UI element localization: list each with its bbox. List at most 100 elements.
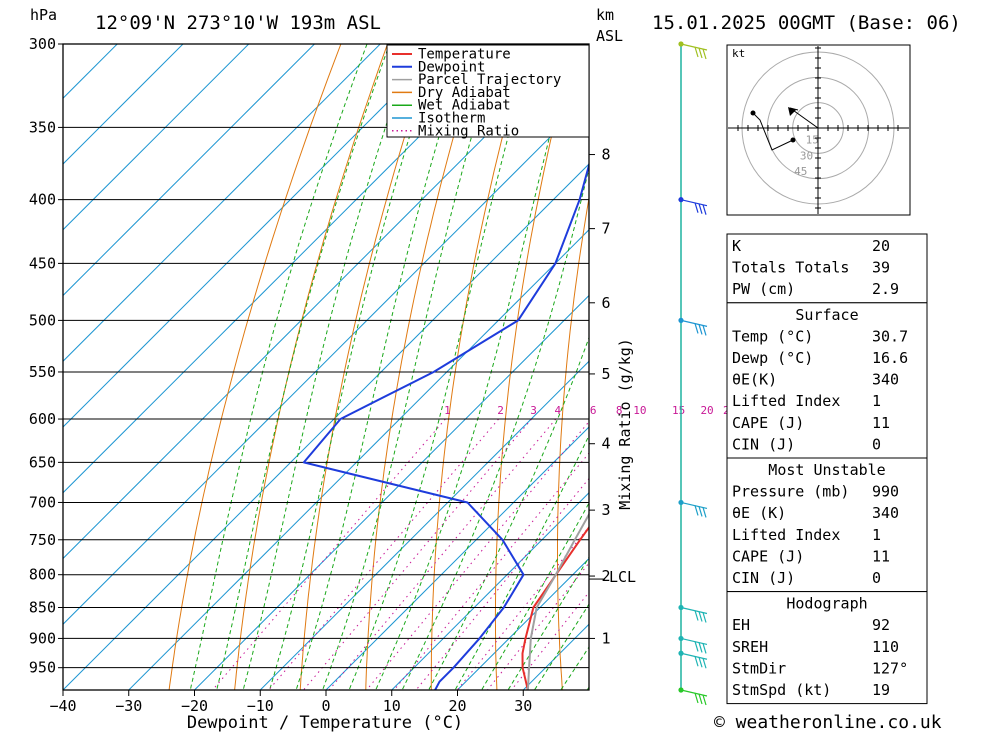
table-row-label: StmSpd (kt)	[732, 681, 831, 699]
wind-barb	[680, 319, 708, 336]
legend-label: Mixing Ratio	[418, 123, 519, 139]
hodograph-storm-marker	[788, 107, 796, 116]
hodograph-ring-label: 15	[806, 134, 819, 147]
wind-barb-flag	[702, 694, 707, 706]
table-row-label: EH	[732, 616, 750, 634]
mixing-ratio-label: 6	[590, 404, 597, 417]
pressure-tick-label: 750	[29, 531, 56, 549]
pressure-tick-label: 600	[29, 410, 56, 428]
hodograph-point	[790, 137, 796, 143]
wet-adiabat-line	[295, 44, 468, 690]
wind-barb	[680, 43, 708, 60]
wind-barb-flag	[702, 643, 707, 654]
height-tick-label: 1	[601, 629, 610, 647]
pressure-tick-label: 850	[29, 599, 56, 617]
mixing-ratio-line	[328, 418, 557, 690]
table-row-value: 340	[872, 371, 899, 389]
isotherm-line	[194, 294, 589, 690]
x-axis-label: Dewpoint / Temperature (°C)	[187, 713, 463, 733]
temperature-tick-label: −10	[247, 697, 274, 715]
temperature-axis: −40 −30 −20 −10 0 10 20 30	[49, 690, 532, 715]
mixing-ratio-labels: 12346810152025	[444, 404, 736, 417]
table-box	[726, 302, 928, 459]
temperature-tick-label: −30	[115, 697, 142, 715]
height-tick-label: 6	[601, 294, 610, 312]
wind-barb-flag	[698, 506, 703, 517]
height-tick-label: 2	[601, 567, 610, 585]
dry-adiabat-line	[365, 44, 482, 690]
isotherm-line	[63, 44, 513, 494]
dry-adiabat-line	[494, 44, 575, 690]
dry-adiabat-line	[992, 26, 1000, 696]
isotherm-line	[63, 163, 589, 690]
height-tick-label: 4	[601, 435, 610, 453]
mixing-ratio-line	[415, 477, 589, 690]
temperature-tick-label: 0	[321, 697, 330, 715]
table-row-value: 19	[872, 681, 890, 699]
wind-barb-flag	[698, 47, 703, 59]
pressure-tick-label: 800	[29, 566, 56, 584]
wind-barb-shaft	[680, 319, 708, 327]
isotherm-line	[63, 44, 250, 231]
wet-adiabat-line	[401, 166, 589, 690]
isotherm-line	[63, 44, 315, 297]
isotherm-line	[63, 97, 589, 625]
surface-title: Surface	[795, 306, 858, 324]
isotherm-line	[63, 44, 578, 560]
height-tick-label: 7	[601, 220, 610, 238]
table-row-value: 1	[872, 526, 881, 544]
mixing-ratio-label: 3	[530, 404, 537, 417]
wet-adiabat-line	[322, 44, 500, 690]
pressure-unit-label: hPa	[30, 6, 57, 24]
table-row-label: CIN (J)	[732, 569, 795, 587]
table-row-label: StmDir	[732, 659, 786, 677]
mixing-ratio-axis-label: Mixing Ratio (g/kg)	[616, 338, 634, 510]
table-row-label: Lifted Index	[732, 526, 840, 544]
dewpoint-line	[302, 161, 589, 690]
wind-barb-shaft	[680, 199, 708, 207]
table-row-label: PW (cm)	[732, 280, 795, 298]
mixing-ratio-label: 2	[497, 404, 504, 417]
parameter-tables: K 20 Totals Totals 39 PW (cm) 2.9 Surface Temp …	[726, 233, 928, 705]
table-row-label: Dewp (°C)	[732, 349, 813, 367]
profile-series	[302, 161, 589, 690]
table-row-value: 127°	[872, 659, 908, 677]
wind-barb-shaft	[680, 637, 708, 646]
table-row-label: CAPE (J)	[732, 547, 804, 565]
wet-adiabat-line	[189, 44, 368, 690]
height-unit-label: km	[596, 6, 614, 24]
temperature-line	[521, 525, 589, 690]
table-row-label: θE (K)	[732, 504, 786, 522]
isotherm-line	[259, 360, 589, 690]
wet-adiabat-line	[269, 44, 440, 690]
dry-adiabat-line	[234, 44, 389, 690]
wind-barb-shaft	[680, 43, 708, 51]
legend-label: Parcel Trajectory	[418, 72, 561, 88]
most-unstable-title: Most Unstable	[768, 461, 885, 479]
isotherm-line	[391, 492, 589, 690]
height-tick-label: 5	[601, 365, 610, 383]
temperature-tick-label: 20	[448, 697, 466, 715]
wet-adiabat-line	[375, 44, 575, 690]
legend-label: Temperature	[418, 47, 511, 63]
wind-barb-shaft	[680, 652, 708, 660]
wind-barb-flag	[698, 693, 703, 705]
wind-barb-flag	[702, 48, 707, 60]
temperature-tick-label: 10	[383, 697, 401, 715]
pressure-tick-label: 650	[29, 453, 56, 471]
wind-barb-shaft	[680, 501, 708, 510]
table-box	[726, 591, 928, 705]
mixing-ratio-label: 8	[616, 404, 623, 417]
temperature-tick-label: −20	[181, 697, 208, 715]
height-unit-label-2: ASL	[596, 27, 623, 45]
mixing-ratio-label: 4	[554, 404, 561, 417]
table-row-value: 2.9	[872, 280, 899, 298]
wind-barb-flag	[694, 641, 699, 652]
wind-barb	[680, 689, 708, 706]
table-row-value: 990	[872, 483, 899, 501]
mixing-ratio-label: 15	[672, 404, 685, 417]
background-lines	[63, 26, 1000, 696]
pressure-tick-label: 700	[29, 493, 56, 511]
height-tick-label: 3	[601, 501, 610, 519]
wind-barb	[680, 606, 708, 623]
